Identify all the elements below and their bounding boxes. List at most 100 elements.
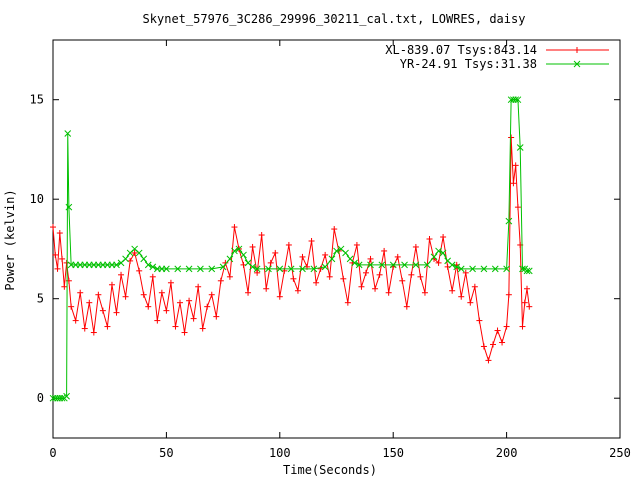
data-point [412, 261, 420, 269]
series-line [53, 99, 530, 399]
data-point [401, 261, 408, 269]
data-point [195, 283, 202, 290]
data-point [240, 251, 247, 259]
data-point [245, 289, 252, 296]
data-point [154, 317, 161, 324]
data-point [135, 249, 143, 257]
data-point [122, 293, 129, 300]
data-point [54, 265, 61, 272]
data-point [258, 232, 265, 239]
x-tick-label: 250 [609, 446, 631, 460]
data-point [344, 299, 351, 306]
data-point [254, 269, 261, 276]
data-point [118, 271, 125, 278]
x-tick-label: 50 [159, 446, 173, 460]
data-point [362, 269, 369, 276]
data-point [77, 289, 84, 296]
data-point [163, 265, 170, 273]
data-point [204, 303, 211, 310]
plot-frame [52, 39, 621, 439]
data-point [213, 313, 220, 320]
data-point [52, 251, 59, 258]
data-point [512, 96, 520, 104]
data-point [525, 267, 533, 275]
data-point [367, 261, 374, 269]
data-point [519, 265, 526, 273]
x-tick-label: 100 [269, 446, 291, 460]
data-point [313, 279, 320, 286]
data-point [435, 259, 442, 266]
data-point [59, 255, 66, 262]
data-point [253, 265, 261, 273]
data-point [108, 281, 115, 288]
data-point [494, 327, 501, 334]
x-tick-label: 0 [49, 446, 56, 460]
data-point [508, 134, 515, 141]
data-point [471, 283, 478, 290]
data-point [381, 247, 388, 254]
data-point [99, 307, 106, 314]
data-point [523, 267, 531, 275]
data-point [462, 269, 469, 276]
data-point [524, 285, 531, 292]
data-point [217, 277, 224, 284]
data-point [516, 144, 524, 151]
data-point [61, 283, 68, 290]
data-point [467, 299, 474, 306]
data-point [358, 283, 365, 290]
data-point [58, 394, 66, 402]
data-point [489, 341, 496, 348]
data-point [294, 287, 301, 294]
data-point [476, 317, 483, 324]
data-point [326, 273, 333, 280]
data-point [453, 263, 461, 271]
data-point [199, 325, 206, 332]
data-point [503, 323, 510, 330]
data-point [208, 291, 215, 298]
data-point [372, 285, 379, 292]
data-point [333, 247, 340, 255]
data-point [249, 263, 256, 271]
data-point [90, 329, 97, 336]
data-point [439, 249, 447, 257]
data-point [219, 263, 227, 271]
data-point [276, 293, 283, 300]
data-point [426, 236, 433, 242]
data-point [421, 289, 428, 296]
data-point [231, 247, 238, 255]
data-point [149, 263, 157, 271]
data-point [512, 162, 519, 169]
data-point [321, 263, 329, 271]
data-point [113, 261, 120, 269]
data-point [249, 243, 256, 250]
data-point [385, 289, 392, 296]
data-point [491, 265, 499, 273]
data-point [186, 297, 193, 304]
data-point [328, 255, 336, 263]
data-point [367, 255, 374, 262]
data-point [177, 299, 184, 306]
data-point [56, 230, 63, 237]
data-point [63, 392, 70, 400]
data-point [167, 279, 174, 286]
data-point [403, 303, 410, 310]
series-yr [49, 96, 533, 402]
data-point [185, 265, 193, 273]
data-point [290, 275, 297, 282]
data-point [181, 329, 188, 336]
data-point [104, 323, 111, 330]
data-point [423, 261, 431, 269]
data-point [287, 265, 295, 273]
data-point [50, 224, 56, 231]
data-point [435, 247, 442, 255]
data-point [65, 203, 73, 211]
data-point [521, 299, 528, 306]
axes: 0 50 100 150 200 250 0 5 10 15 [30, 39, 631, 460]
series-line [52, 137, 530, 363]
series-layer [49, 96, 533, 402]
data-point [394, 253, 401, 260]
data-point [140, 291, 147, 298]
y-tick-label: 5 [37, 292, 44, 306]
data-point [458, 293, 465, 300]
